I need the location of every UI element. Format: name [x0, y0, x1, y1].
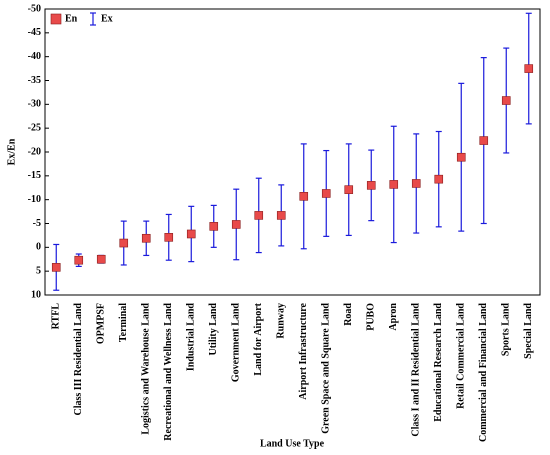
legend-swatch	[50, 13, 62, 25]
marker	[254, 211, 264, 220]
x-tick-label: Special Land	[523, 303, 534, 359]
marker	[366, 181, 376, 190]
marker	[51, 263, 61, 272]
marker	[164, 233, 174, 242]
x-tick-label: Apron	[388, 303, 399, 331]
y-tick-label: -30	[28, 99, 41, 110]
marker	[321, 189, 331, 198]
x-tick-label: Airport Infrastructure	[298, 302, 309, 399]
marker	[434, 174, 444, 184]
y-tick-label: -10	[28, 194, 41, 205]
x-tick-label: Sports Land	[501, 303, 512, 357]
y-tick-label: 0	[36, 242, 41, 253]
x-tick-label: Green Space and Square Land	[321, 303, 332, 434]
x-tick-label: Government Land	[231, 303, 242, 383]
x-tick-label: Utility Land	[208, 303, 219, 356]
x-tick-label: Logistics and Warehouse Land	[141, 303, 152, 435]
y-tick-label: 5	[36, 265, 41, 276]
y-tick-label: -5	[33, 218, 41, 229]
plot-frame	[44, 8, 541, 296]
legend-label: Ex	[101, 13, 113, 24]
y-tick-label: -35	[28, 75, 41, 86]
x-tick-label: Class I and II Residential Land	[411, 303, 422, 437]
marker	[141, 233, 151, 243]
legend-label: En	[65, 13, 78, 24]
x-tick-label: Industrial Land	[186, 303, 197, 372]
marker	[231, 220, 241, 229]
marker	[344, 185, 354, 194]
x-tick-label: Retail Commercial Land	[456, 303, 467, 409]
x-tick-label: Educational Research Land	[433, 303, 444, 422]
x-tick-label: Class III Residential Land	[73, 303, 84, 416]
y-tick-label: 10	[31, 289, 41, 300]
marker	[524, 64, 534, 73]
x-axis-label: Land Use Type	[260, 438, 325, 449]
x-tick-label: Road	[343, 303, 354, 326]
y-tick-label: -25	[28, 122, 41, 133]
x-tick-label: Runway	[276, 303, 287, 339]
y-tick-label: -45	[28, 27, 41, 38]
x-tick-label: Commercial and Financial Land	[478, 303, 489, 442]
y-tick-label: -50	[28, 3, 41, 14]
x-tick-label: Terminal	[118, 303, 129, 342]
marker	[411, 179, 421, 188]
marker	[299, 192, 309, 201]
marker	[119, 238, 129, 248]
marker	[389, 180, 399, 189]
marker	[186, 229, 196, 239]
x-tick-label: PUBO	[366, 303, 377, 331]
marker	[501, 96, 511, 105]
marker	[479, 136, 489, 145]
marker	[276, 211, 286, 220]
y-axis-label: Ex/En	[6, 138, 17, 165]
y-tick-label: -15	[28, 170, 41, 181]
marker	[96, 254, 106, 264]
marker	[456, 152, 466, 162]
x-tick-label: Land for Airport	[253, 302, 264, 375]
x-tick-label: Recreational and Wellness Land	[163, 303, 174, 441]
y-tick-label: -40	[28, 51, 41, 62]
x-tick-label: RTFL	[51, 303, 62, 330]
y-tick-label: -20	[28, 146, 41, 157]
x-tick-label: OPMPSF	[96, 303, 107, 344]
marker	[209, 222, 219, 231]
marker	[74, 255, 84, 265]
